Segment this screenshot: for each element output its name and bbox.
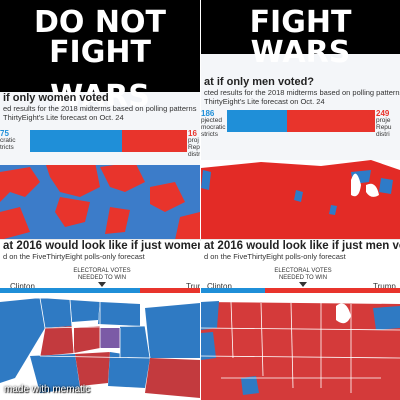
ev-needed-label: ELECTORAL VOTES NEEDED TO WIN <box>73 268 131 281</box>
us-state-map <box>201 298 400 400</box>
meme-caption-left: DO NOT FIGHT WARS <box>0 0 200 112</box>
headline: at 2016 would look like if just men vote… <box>204 240 400 252</box>
subtext-line: d on the FiveThirtyEight polls-only fore… <box>3 252 145 261</box>
dem-bar-segment <box>30 130 122 152</box>
article-header: at if only men voted? cted results for t… <box>201 76 400 106</box>
dem-bar-segment <box>227 110 287 132</box>
panel-divider-horizontal <box>0 239 400 241</box>
dem-district-label: 75 cratic tricts <box>0 130 28 154</box>
electoral-vote-row: Clinton ELECTORAL VOTES NEEDED TO WIN Tr… <box>0 268 200 296</box>
article-header: if only women voted ed results for the 2… <box>0 92 200 122</box>
mematic-watermark: made with mematic <box>4 384 91 395</box>
rep-ev-segment <box>140 288 200 293</box>
district-bar <box>0 130 200 152</box>
panel-men-midterms: FIGHT WARS at if only men voted? cted re… <box>201 0 400 240</box>
clinton-label: Clinton <box>10 282 35 291</box>
us-state-map <box>0 297 200 400</box>
ev-needed-label: ELECTORAL VOTES NEEDED TO WIN <box>274 268 332 281</box>
meme-caption-right: FIGHT WARS <box>201 0 400 68</box>
ev-needed-marker <box>98 282 106 287</box>
electoral-vote-row: Clinton ELECTORAL VOTES NEEDED TO WIN Tr… <box>201 268 400 296</box>
headline: at if only men voted? <box>204 76 315 88</box>
article-header: at 2016 would look like if just women vo… <box>0 240 200 261</box>
subtext-line: ThirtyEight's Lite forecast on Oct. 24 <box>3 113 124 122</box>
panel-women-2016: at 2016 would look like if just women vo… <box>0 240 200 400</box>
dem-ev-segment <box>201 288 265 293</box>
subtext-line: ed results for the 2018 midterms based o… <box>3 104 197 113</box>
subtext-line: d on the FiveThirtyEight polls-only fore… <box>204 252 346 261</box>
clinton-label: Clinton <box>207 282 232 291</box>
district-map <box>201 160 400 240</box>
us-state-map-svg <box>0 297 200 400</box>
panel-men-2016: at 2016 would look like if just men vote… <box>201 240 400 400</box>
electoral-vote-bar <box>0 288 200 293</box>
article-header: at 2016 would look like if just men vote… <box>201 240 400 261</box>
ev-needed-marker <box>299 282 307 287</box>
district-map <box>0 162 200 240</box>
headline: if only women voted <box>3 92 109 104</box>
subtext-line: cted results for the 2018 midterms based… <box>204 88 400 97</box>
us-state-map-svg <box>201 298 400 400</box>
meme-caption-left-line2: WARS <box>50 79 150 114</box>
headline: at 2016 would look like if just women vo… <box>3 240 200 252</box>
panel-women-midterms: DO NOT FIGHT WARS if only women voted ed… <box>0 0 200 240</box>
meme-caption-left-line1: DO NOT FIGHT <box>34 5 166 70</box>
rep-bar-segment <box>287 110 375 132</box>
district-bar <box>201 110 400 132</box>
trump-label: Trump <box>373 282 396 291</box>
rep-ev-segment <box>264 288 400 293</box>
subtext-line: ThirtyEight's Lite forecast on Oct. 24 <box>204 97 325 106</box>
district-map-svg <box>201 160 400 240</box>
rep-district-label: 16 proj Rep distr <box>188 130 200 158</box>
panel-divider-vertical <box>200 0 201 400</box>
rep-bar-segment <box>122 130 187 152</box>
trump-label: Trum <box>186 282 200 291</box>
dem-district-label: 186 pjected mocratic stricts <box>201 109 227 138</box>
rep-district-label: 249 proje Repu distri <box>376 110 400 138</box>
dem-ev-segment <box>0 288 140 293</box>
district-map-svg <box>0 162 200 240</box>
electoral-vote-bar <box>201 288 400 293</box>
